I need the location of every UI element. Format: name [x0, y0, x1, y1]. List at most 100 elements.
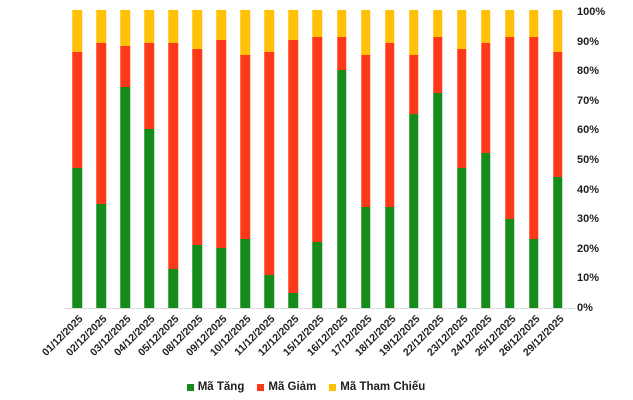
bar-segment	[384, 206, 395, 308]
stacked-bar	[505, 10, 515, 308]
bar-group	[233, 10, 257, 308]
bar-group	[402, 10, 426, 308]
bar-segment	[192, 245, 202, 308]
bar-group	[426, 10, 450, 308]
legend-item-ma-tham-chieu: Mã Tham Chiếu	[329, 381, 425, 393]
bar-segment	[288, 39, 299, 294]
bar-segment	[360, 54, 371, 207]
stacked-bar	[168, 10, 178, 308]
bar-segment	[505, 36, 515, 219]
legend-label-ma-tham-chieu: Mã Tham Chiếu	[340, 381, 426, 393]
bar-segment	[312, 242, 323, 308]
bar-segment	[408, 10, 419, 55]
bar-group	[330, 10, 354, 308]
bar-segment	[240, 239, 251, 308]
bar-segment	[336, 69, 347, 308]
bar-segment	[432, 10, 443, 37]
stacked-bar	[481, 10, 491, 308]
stacked-bar	[288, 10, 299, 308]
bar-segment	[168, 10, 178, 43]
stacked-bar	[144, 10, 154, 308]
y-tick-label: 80%	[577, 65, 600, 78]
y-tick-label: 0%	[577, 302, 593, 314]
bar-group	[354, 10, 378, 308]
legend-item-ma-tang: Mã Tăng	[186, 381, 245, 393]
stacked-bar	[240, 10, 251, 308]
bar-segment	[408, 114, 419, 308]
bar-segment	[144, 10, 154, 43]
y-tick-label: 60%	[577, 124, 600, 137]
stacked-bar	[312, 10, 323, 308]
legend-item-ma-giam: Mã Giảm	[257, 381, 316, 393]
stacked-bar	[192, 10, 202, 308]
bar-segment	[144, 129, 154, 308]
bar-segment	[264, 10, 275, 52]
y-tick-label: 30%	[577, 213, 600, 226]
legend: Mã Tăng Mã Giảm Mã Tham Chiếu	[0, 381, 612, 393]
bar-segment	[457, 167, 467, 308]
bar-group	[378, 10, 402, 308]
bar-group	[281, 10, 305, 308]
bar-segment	[288, 293, 299, 308]
bar-segment	[481, 10, 491, 43]
bar-group	[450, 10, 474, 308]
legend-swatch-red	[257, 383, 265, 391]
bar-segment	[553, 51, 563, 177]
y-tick-label: 50%	[577, 154, 600, 166]
bar-segment	[240, 10, 251, 55]
bar-segment	[120, 45, 130, 88]
bar-segment	[144, 42, 154, 130]
bar-segment	[481, 153, 491, 308]
bar-segment	[216, 39, 227, 249]
y-tick-label: 90%	[577, 35, 600, 48]
bar-group	[257, 10, 281, 308]
bar-segment	[312, 10, 323, 37]
stacked-bar	[216, 10, 227, 308]
bar-segment	[72, 51, 82, 168]
bar-segment	[72, 10, 82, 52]
bar-segment	[505, 218, 515, 308]
stacked-bar	[457, 10, 467, 308]
stacked-bar	[408, 10, 419, 308]
bar-segment	[264, 51, 275, 276]
bar-segment	[216, 248, 227, 308]
bar-segment	[408, 54, 419, 115]
stacked-bar	[120, 10, 130, 308]
legend-swatch-green	[186, 383, 194, 391]
bar-segment	[96, 42, 106, 204]
bar-segment	[384, 42, 395, 207]
stacked-bar	[336, 10, 347, 308]
bar-segment	[192, 10, 202, 49]
y-tick-label: 20%	[577, 242, 600, 255]
bar-segment	[529, 239, 539, 308]
bar-segment	[360, 10, 371, 55]
bar-segment	[168, 269, 178, 308]
stacked-bar	[96, 10, 106, 308]
bar-segment	[96, 10, 106, 43]
bar-group	[305, 10, 329, 308]
bar-segment	[432, 36, 443, 94]
bar-segment	[553, 176, 563, 308]
bar-segment	[457, 48, 467, 168]
bar-segment	[216, 10, 227, 40]
legend-label-ma-tang: Mã Tăng	[197, 381, 245, 393]
bar-segment	[72, 167, 82, 308]
bar-segment	[384, 10, 395, 43]
bar-group	[161, 10, 185, 308]
bar-segment	[360, 206, 371, 308]
bar-group	[546, 10, 570, 308]
bar-segment	[264, 275, 275, 308]
stacked-bar	[529, 10, 539, 308]
bar-segment	[432, 93, 443, 308]
bar-group	[522, 10, 546, 308]
bar-segment	[120, 87, 130, 308]
x-axis-line	[65, 308, 575, 309]
bar-segment	[168, 42, 178, 270]
bar-group	[498, 10, 522, 308]
stacked-bar	[553, 10, 563, 308]
bar-segment	[553, 10, 563, 52]
stacked-bar	[72, 10, 82, 308]
bar-segment	[529, 36, 539, 240]
bar-segment	[312, 36, 323, 243]
